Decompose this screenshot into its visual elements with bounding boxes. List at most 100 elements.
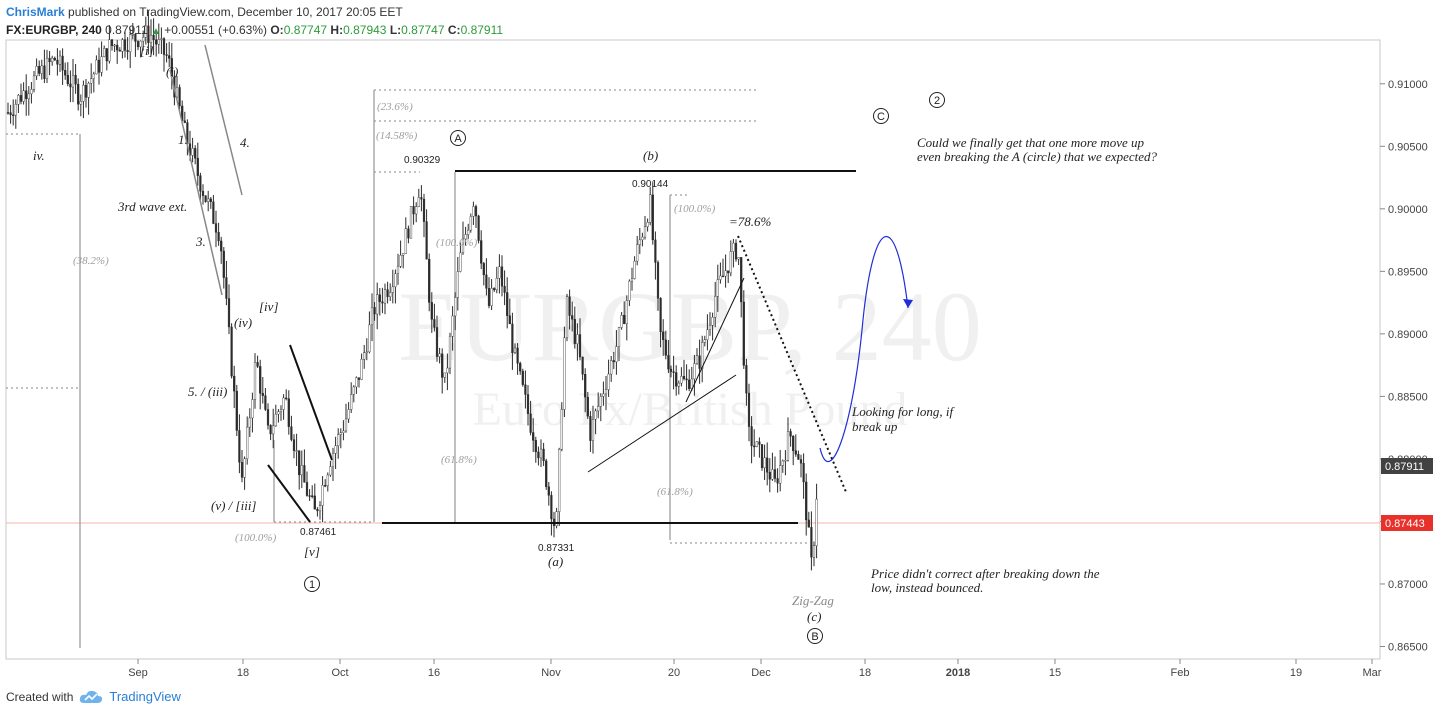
candle-body [126,50,129,53]
candle-body [84,85,88,98]
candle-body [789,431,792,437]
candle-body [157,39,160,45]
candle-body [558,449,561,512]
candle-body [272,425,275,435]
low-label: L: [389,23,402,37]
candle-body [238,430,241,463]
candle-body [786,431,790,461]
candle-body [454,297,457,317]
candle-body [201,191,205,196]
fib-label: =78.6% [729,214,772,229]
candle-body [61,55,64,71]
candle-body [591,419,595,441]
candle-body [742,301,745,366]
candle-body [433,319,436,328]
candle-body [464,234,467,240]
wave-label: [iv] [259,299,279,314]
author-link[interactable]: ChrisMark [6,5,65,19]
candle-body [248,417,251,428]
last-value: 0.87911 [105,23,148,37]
symbol-name[interactable]: FX:EURGBP, 240 [6,23,102,37]
candle-body [360,358,363,380]
x-tick-label: Mar [1363,667,1382,679]
tradingview-cloud-icon [80,690,103,703]
candle-body [641,236,644,241]
candle-body [555,511,558,527]
candle-body [217,232,220,242]
candle-body [391,286,394,293]
candle-body [368,324,371,353]
fib-label: (61.8%) [441,454,477,466]
candle-body [290,426,293,440]
y-tick-label: 0.89500 [1388,266,1428,278]
candle-body [633,260,636,279]
candle-body [755,441,758,447]
candle-body [698,355,701,369]
candle-body [134,34,137,42]
candle-body [227,298,231,328]
candle-body [27,93,30,100]
fib-label: (100.0%) [235,532,277,544]
y-tick-label: 0.90000 [1388,204,1428,216]
candle-body [451,315,454,337]
y-tick-label: 0.88500 [1388,391,1428,403]
candle-body [95,59,98,75]
candle-body [82,85,85,102]
candle-body [740,257,743,303]
candle-body [64,70,67,76]
candle-body [178,87,181,107]
candle-body [318,505,322,512]
candle-body [277,411,280,415]
candle-body [168,55,171,59]
candle-body [532,432,535,441]
candle-body [508,315,511,325]
candle-body [680,376,683,384]
candle-body [516,347,519,364]
candle-body [625,300,628,324]
candles [6,10,818,571]
candle-body [147,25,150,43]
candle-body [747,392,751,427]
candle-body [519,363,522,372]
candle-body [103,48,106,57]
candle-body [797,453,800,460]
candle-body [324,485,327,487]
candle-body [758,441,761,445]
footer: Created with TradingView [6,689,181,704]
candle-body [599,396,602,407]
circle-a [450,130,466,146]
candle-body [703,339,706,343]
publish-line: ChrisMark published on TradingView.com, … [6,3,503,21]
tradingview-link[interactable]: TradingView [109,689,181,704]
candle-body [768,472,771,480]
candle-body [529,413,532,433]
watermark-symbol: EURGBP, 240 [398,271,981,382]
note-line: even breaking the A (circle) that we exp… [917,149,1158,164]
candle-body [165,54,168,56]
candle-body [438,353,441,357]
candle-body [584,373,587,398]
candle-body [350,394,353,410]
candle-body [760,444,764,469]
candle-body [604,389,608,395]
high-value: 0.87943 [343,23,387,37]
candle-body [144,25,147,38]
publish-info: published on TradingView.com, December 1… [68,5,403,19]
candle-body [381,301,384,304]
candle-body [222,250,225,278]
trend-lines [169,44,856,524]
candle-body [511,323,514,354]
candle-body [66,74,69,85]
candle-body [329,466,332,476]
candle-body [365,351,368,354]
candle-body [610,360,613,375]
candle-body [412,206,415,215]
candle-body [404,228,407,254]
note-line: Price didn't correct after breaking down… [870,566,1100,581]
candle-body [279,409,283,412]
candle-body [446,367,449,374]
candle-body [781,460,784,466]
wave-label: 3rd wave ext. [117,199,187,214]
candle-body [693,363,696,380]
